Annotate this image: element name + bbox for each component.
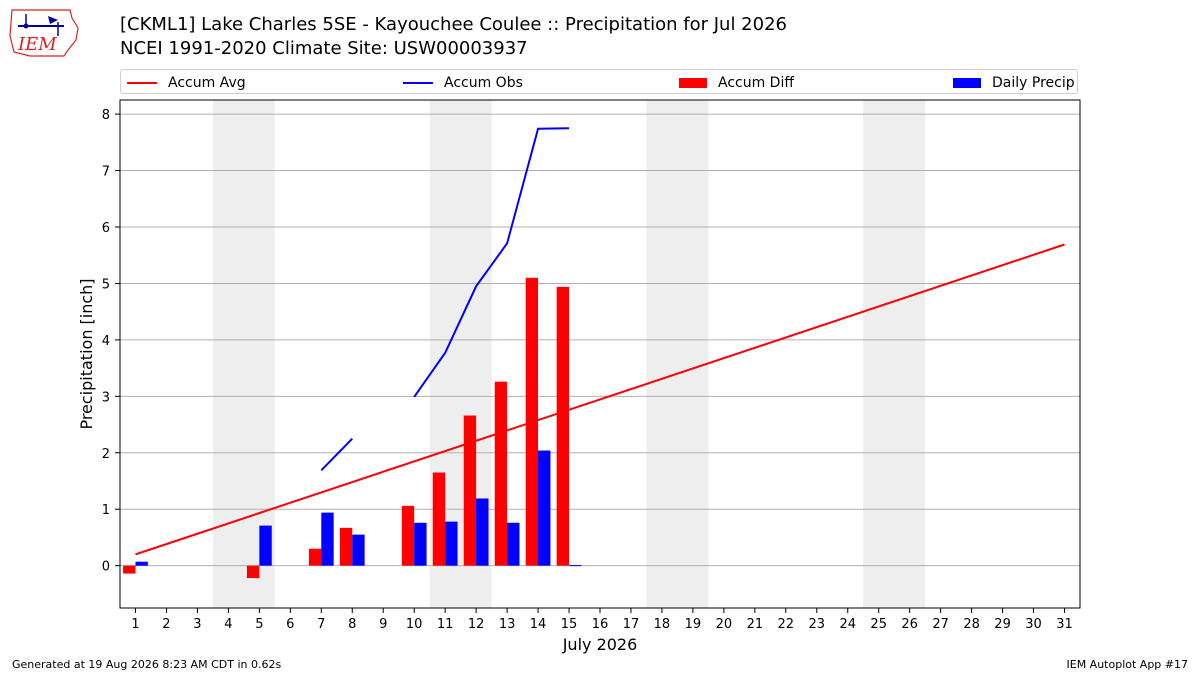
legend-label-accum-obs: Accum Obs — [444, 74, 523, 91]
legend-item-accum-diff: Accum Diff — [679, 70, 794, 95]
y-tick-label-8: 8 — [102, 108, 110, 123]
y-axis-label: Precipitation [inch] — [77, 278, 96, 429]
weekend-band-1 — [212, 100, 275, 608]
daily-precip-bar-day-5 — [259, 525, 272, 566]
x-tick-label-25: 25 — [870, 617, 887, 632]
x-tick-label-26: 26 — [901, 617, 918, 632]
legend-item-accum-avg: Accum Avg — [127, 70, 246, 95]
x-tick-label-19: 19 — [685, 617, 702, 632]
chart-title: [CKML1] Lake Charles 5SE - Kayouchee Cou… — [120, 13, 787, 61]
accum-diff-bar-day-12 — [463, 415, 477, 566]
generated-timestamp: Generated at 19 Aug 2026 8:23 AM CDT in … — [12, 658, 282, 671]
x-tick-label-7: 7 — [317, 617, 325, 632]
daily-precip-bar-day-7 — [321, 512, 334, 566]
legend-swatch-accum-diff — [679, 77, 707, 88]
accum-obs-line-segment-1 — [320, 437, 353, 471]
x-tick-label-27: 27 — [932, 617, 949, 632]
x-tick-label-11: 11 — [437, 617, 454, 632]
accum-diff-bar-day-8 — [339, 527, 353, 566]
y-tick-label-3: 3 — [102, 390, 110, 405]
accum-diff-bar-day-13 — [494, 381, 508, 566]
y-tick-label-1: 1 — [102, 503, 110, 518]
autoplot-app-label: IEM Autoplot App #17 — [1066, 658, 1189, 671]
accum-diff-bar-day-14 — [525, 277, 539, 566]
legend-swatch-daily-precip — [953, 77, 981, 88]
accum-diff-bar-day-1 — [123, 565, 136, 574]
x-tick-label-12: 12 — [468, 617, 485, 632]
daily-precip-bar-day-12 — [476, 498, 489, 566]
x-tick-label-23: 23 — [809, 617, 826, 632]
x-tick-label-24: 24 — [839, 617, 856, 632]
daily-precip-bar-day-14 — [538, 450, 551, 566]
legend-label-accum-diff: Accum Diff — [718, 74, 795, 91]
x-tick-label-4: 4 — [224, 617, 232, 632]
x-tick-label-31: 31 — [1056, 617, 1073, 632]
weekend-band-4 — [863, 100, 926, 608]
y-tick-label-4: 4 — [102, 334, 110, 349]
accum-diff-bar-day-15 — [556, 286, 570, 566]
daily-precip-bar-day-1 — [135, 561, 148, 566]
daily-precip-bar-day-10 — [414, 522, 427, 566]
accum-diff-bar-day-7 — [308, 548, 322, 566]
accum-avg-line — [135, 243, 1065, 556]
plot-frame — [119, 99, 1081, 609]
iem-logo: IEM — [8, 6, 82, 58]
x-tick-label-3: 3 — [193, 617, 201, 632]
x-tick-label-17: 17 — [623, 617, 640, 632]
x-tick-label-2: 2 — [162, 617, 170, 632]
chart-legend: Accum Avg Accum Obs Accum Diff Daily Pre… — [120, 69, 1078, 94]
x-tick-label-28: 28 — [963, 617, 980, 632]
legend-label-daily-precip: Daily Precip — [992, 74, 1075, 91]
accum-diff-bar-day-10 — [401, 505, 415, 566]
iem-logo-text: IEM — [18, 34, 57, 55]
legend-swatch-accum-avg — [127, 81, 157, 84]
chart-title-line2: NCEI 1991-2020 Climate Site: USW00003937 — [120, 38, 528, 59]
x-tick-label-9: 9 — [379, 617, 387, 632]
legend-item-daily-precip: Daily Precip — [953, 70, 1075, 95]
accum-diff-bar-day-11 — [432, 472, 446, 566]
daily-precip-bar-day-11 — [445, 521, 458, 566]
weekend-band-2 — [429, 100, 492, 608]
x-tick-label-15: 15 — [561, 617, 578, 632]
x-tick-label-6: 6 — [286, 617, 294, 632]
y-tick-label-0: 0 — [102, 560, 110, 575]
y-tick-label-2: 2 — [102, 447, 110, 462]
x-tick-label-13: 13 — [499, 617, 516, 632]
weekend-band-3 — [646, 100, 709, 608]
daily-precip-bar-day-13 — [507, 522, 520, 566]
x-tick-label-1: 1 — [131, 617, 139, 632]
y-tick-label-6: 6 — [102, 221, 110, 236]
y-tick-label-5: 5 — [102, 277, 110, 292]
x-tick-label-22: 22 — [778, 617, 795, 632]
x-tick-label-5: 5 — [255, 617, 263, 632]
accum-obs-line-segment-2 — [413, 127, 570, 398]
chart-title-line1: [CKML1] Lake Charles 5SE - Kayouchee Cou… — [120, 14, 787, 35]
x-tick-label-16: 16 — [592, 617, 609, 632]
daily-precip-bar-day-8 — [352, 534, 365, 566]
x-tick-label-30: 30 — [1025, 617, 1042, 632]
x-tick-label-8: 8 — [348, 617, 356, 632]
x-tick-label-29: 29 — [994, 617, 1011, 632]
accum-diff-bar-day-5 — [246, 565, 260, 579]
x-tick-label-21: 21 — [747, 617, 764, 632]
y-tick-label-7: 7 — [102, 165, 110, 180]
legend-label-accum-avg: Accum Avg — [168, 74, 246, 91]
daily-precip-bar-day-15 — [569, 565, 582, 567]
x-tick-label-18: 18 — [654, 617, 671, 632]
x-tick-label-20: 20 — [716, 617, 733, 632]
x-axis-label: July 2026 — [562, 635, 638, 654]
legend-item-accum-obs: Accum Obs — [403, 70, 523, 95]
legend-swatch-accum-obs — [403, 81, 433, 84]
x-tick-label-10: 10 — [406, 617, 423, 632]
x-tick-label-14: 14 — [530, 617, 547, 632]
